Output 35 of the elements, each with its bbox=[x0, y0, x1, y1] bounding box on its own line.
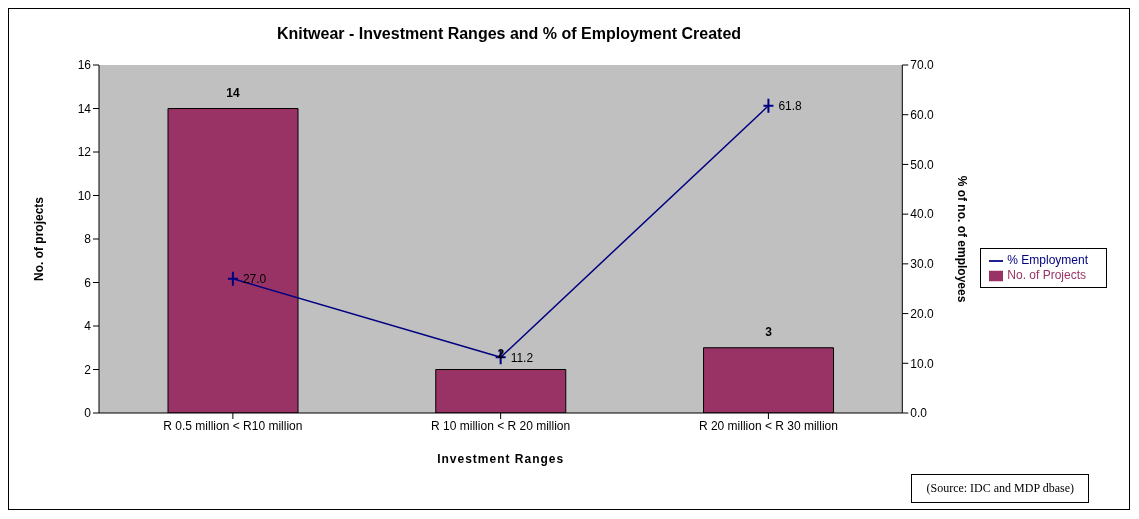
y-tick-label: 14 bbox=[77, 101, 92, 116]
data-label: 3 bbox=[765, 324, 773, 339]
y2-tick-label: 30.0 bbox=[910, 257, 934, 272]
text: (Source: IDC and MDP dbase) bbox=[911, 474, 1089, 503]
y2-tick-label: 10.0 bbox=[910, 356, 934, 371]
y2-tick-label: 70.0 bbox=[910, 58, 934, 73]
x-axis-title: Investment Ranges bbox=[437, 452, 565, 466]
y2-axis-title: % of no. of employees bbox=[955, 175, 970, 303]
y-tick-label: 16 bbox=[77, 58, 92, 73]
y-tick-label: 2 bbox=[84, 362, 92, 377]
y2-tick-label: 40.0 bbox=[910, 207, 934, 222]
x-tick-label: R 20 million < R 30 million bbox=[698, 418, 838, 433]
x-tick-label: R 0.5 million < R10 million bbox=[163, 418, 303, 433]
y-axis-title: No. of projects bbox=[32, 196, 47, 282]
data-label: 27.0 bbox=[242, 272, 267, 287]
y-tick-label: 4 bbox=[84, 319, 92, 334]
data-label: 61.8 bbox=[778, 99, 803, 114]
chart-title: Knitwear - Investment Ranges and % of Employment Created bbox=[275, 25, 743, 43]
point bbox=[227, 271, 238, 286]
legend-label: No. of Projects bbox=[1007, 268, 1086, 282]
data-label: 14 bbox=[226, 85, 240, 100]
data-label: 11.2 bbox=[510, 350, 534, 365]
y-tick-label: 6 bbox=[84, 275, 92, 290]
y-tick-label: 10 bbox=[77, 188, 92, 203]
y2-tick-label: 60.0 bbox=[910, 107, 934, 122]
x-tick-label: R 10 million < R 20 million bbox=[431, 418, 571, 433]
legend-label: % Employment bbox=[1007, 253, 1088, 268]
y-tick-label: 8 bbox=[84, 232, 92, 247]
data-label: 2 bbox=[497, 346, 505, 361]
y2-tick-label: 0.0 bbox=[910, 406, 928, 421]
point bbox=[763, 98, 774, 113]
y2-tick-label: 50.0 bbox=[910, 157, 934, 172]
y-tick-label: 12 bbox=[77, 145, 92, 160]
y-tick-label: 0 bbox=[84, 406, 92, 421]
y2-tick-label: 20.0 bbox=[910, 306, 934, 321]
